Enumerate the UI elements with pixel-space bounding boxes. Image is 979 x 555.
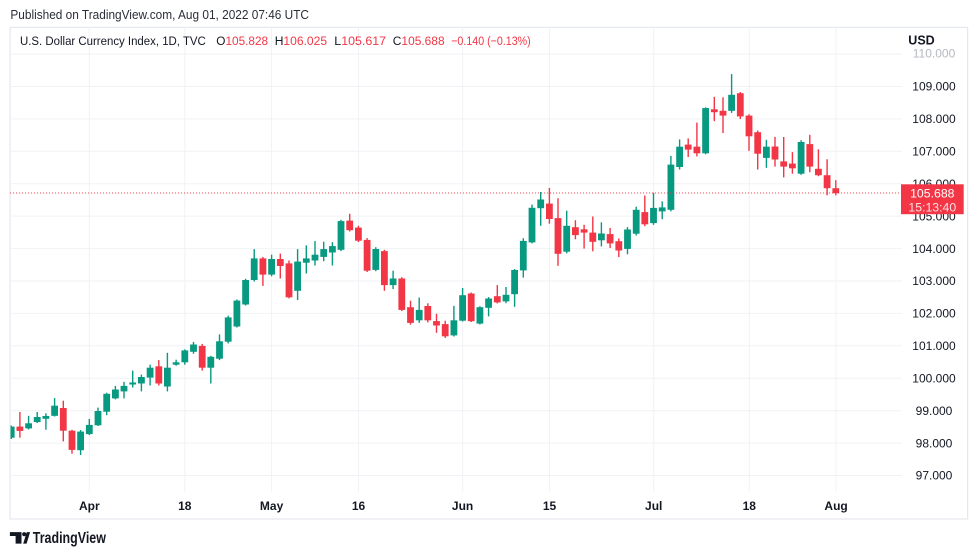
svg-text:18: 18: [178, 499, 192, 513]
svg-text:100.000: 100.000: [912, 371, 956, 385]
svg-text:16: 16: [352, 499, 366, 513]
svg-text:Jun: Jun: [452, 499, 473, 513]
svg-text:15: 15: [543, 499, 557, 513]
svg-text:102.000: 102.000: [912, 307, 956, 321]
svg-text:107.000: 107.000: [912, 145, 956, 159]
svg-text:TradingView: TradingView: [33, 530, 107, 547]
svg-text:H106.025: H106.025: [275, 34, 328, 48]
svg-text:18: 18: [743, 499, 757, 513]
svg-text:Aug: Aug: [824, 499, 847, 513]
svg-text:108.000: 108.000: [912, 112, 956, 126]
svg-text:101.000: 101.000: [912, 339, 956, 353]
svg-text:C105.688: C105.688: [393, 34, 445, 48]
svg-text:98.000: 98.000: [916, 436, 953, 450]
svg-text:99.000: 99.000: [916, 404, 953, 418]
svg-text:15:13:40: 15:13:40: [908, 200, 956, 214]
svg-text:97.000: 97.000: [916, 469, 953, 483]
svg-text:Published on TradingView.com,: Published on TradingView.com, Aug 01, 20…: [10, 8, 309, 22]
svg-text:105.688: 105.688: [910, 186, 955, 200]
svg-text:104.000: 104.000: [912, 242, 956, 256]
svg-text:USD: USD: [908, 34, 934, 48]
svg-text:Apr: Apr: [79, 499, 100, 513]
svg-text:L105.617: L105.617: [334, 34, 386, 48]
svg-text:U.S. Dollar Currency Index, 1D: U.S. Dollar Currency Index, 1D, TVC: [20, 34, 206, 48]
svg-text:110.000: 110.000: [913, 47, 956, 61]
svg-text:Jul: Jul: [645, 499, 662, 513]
svg-text:103.000: 103.000: [912, 274, 956, 288]
svg-text:−0.140 (−0.13%): −0.140 (−0.13%): [451, 34, 531, 48]
svg-text:O105.828: O105.828: [216, 34, 268, 48]
svg-text:109.000: 109.000: [912, 80, 956, 94]
svg-text:May: May: [260, 499, 284, 513]
